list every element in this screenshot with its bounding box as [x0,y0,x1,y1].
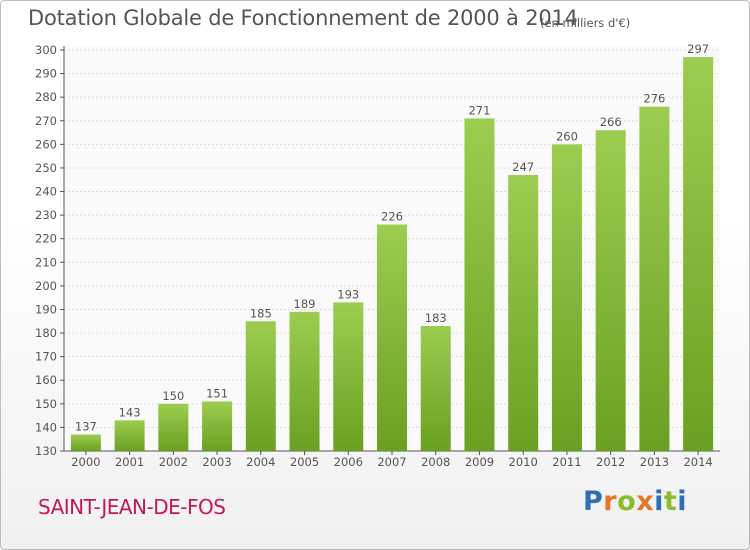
bar [333,302,364,451]
y-tick-label: 240 [35,185,57,199]
chart-subtitle: (en milliers d'€) [540,16,631,30]
bar [508,175,539,452]
x-tick-label: 2001 [115,455,144,469]
x-tick-label: 2007 [377,455,406,469]
x-tick-label: 2014 [683,455,712,469]
bar-value-label: 226 [381,210,403,224]
bar-value-label: 271 [468,103,490,117]
chart-title: Dotation Globale de Fonctionnement de 20… [28,6,578,30]
bar [420,325,451,451]
logo-letter: o [617,486,637,517]
y-tick-label: 150 [35,397,57,411]
bar [114,420,145,451]
bar-value-label: 260 [556,129,578,143]
logo-letter: i [654,486,664,517]
bar-value-label: 276 [643,92,665,106]
y-tick-label: 130 [35,444,57,458]
bar [158,403,189,451]
y-tick-label: 260 [35,137,57,151]
x-tick-label: 2013 [640,455,669,469]
x-tick-label: 2008 [421,455,450,469]
bar [70,434,101,451]
y-tick-label: 230 [35,208,57,222]
x-tick-label: 2011 [552,455,581,469]
y-tick-label: 270 [35,114,57,128]
y-tick-label: 300 [35,43,57,57]
y-tick-label: 190 [35,302,57,316]
x-tick-label: 2000 [71,455,100,469]
y-tick-label: 180 [35,326,57,340]
logo-letter: r [603,486,618,517]
town-name: SAINT-JEAN-DE-FOS [38,495,226,519]
y-tick-label: 210 [35,255,57,269]
bar-value-label: 151 [206,386,228,400]
logo-letter: x [636,486,655,517]
y-tick-label: 280 [35,90,57,104]
x-tick-label: 2002 [159,455,188,469]
x-tick-label: 2012 [596,455,625,469]
bar [245,321,276,451]
y-tick-label: 170 [35,350,57,364]
proxiti-logo: Proxiti [583,486,687,517]
bar-value-label: 297 [687,42,709,56]
bar-value-label: 143 [119,405,141,419]
y-tick-label: 140 [35,420,57,434]
logo-letter: P [583,486,604,517]
logo-letter: i [677,486,688,517]
bar-value-label: 189 [294,297,316,311]
bar-value-label: 193 [337,287,359,301]
logo-letter: t [663,486,678,517]
bar-value-label: 183 [425,311,447,325]
bar [202,401,233,451]
bar-value-label: 266 [600,115,622,129]
y-tick-label: 290 [35,67,57,81]
x-tick-label: 2003 [202,455,231,469]
x-tick-label: 2009 [465,455,494,469]
bar [289,311,320,451]
bar [464,118,495,451]
bar [595,130,626,451]
y-tick-label: 160 [35,373,57,387]
bar [551,144,582,451]
y-tick-label: 250 [35,161,57,175]
x-tick-label: 2005 [290,455,319,469]
bar [683,57,714,451]
x-tick-label: 2010 [509,455,538,469]
y-tick-label: 220 [35,232,57,246]
bar-value-label: 185 [250,306,272,320]
y-tick-label: 200 [35,279,57,293]
bar [377,224,407,451]
bar [639,106,670,452]
x-tick-label: 2004 [246,455,275,469]
x-tick-label: 2006 [334,455,363,469]
bar-value-label: 247 [512,160,534,174]
bar-value-label: 137 [75,419,97,433]
bar-value-label: 150 [162,389,184,403]
